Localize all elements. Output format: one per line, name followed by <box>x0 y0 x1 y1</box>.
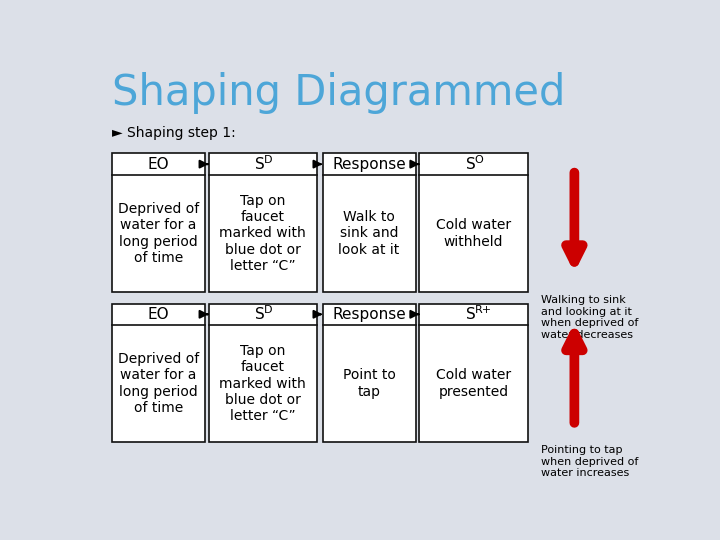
Text: R+: R+ <box>474 306 492 315</box>
Bar <box>209 303 317 442</box>
Bar <box>323 303 415 442</box>
Text: Walking to sink
and looking at it
when deprived of
water decreases: Walking to sink and looking at it when d… <box>541 295 639 340</box>
Text: S: S <box>466 157 475 172</box>
Text: Point to
tap: Point to tap <box>343 368 395 399</box>
Text: S: S <box>255 307 265 322</box>
Text: D: D <box>264 306 272 315</box>
Text: S: S <box>255 157 265 172</box>
Text: EO: EO <box>148 157 169 172</box>
Text: O: O <box>474 156 484 165</box>
Text: Deprived of
water for a
long period
of time: Deprived of water for a long period of t… <box>117 352 199 415</box>
Text: Tap on
faucet
marked with
blue dot or
letter “C”: Tap on faucet marked with blue dot or le… <box>220 344 306 423</box>
Bar <box>419 153 528 292</box>
Text: ► Shaping step 1:: ► Shaping step 1: <box>112 126 235 140</box>
Text: Cold water
presented: Cold water presented <box>436 368 511 399</box>
Text: Walk to
sink and
look at it: Walk to sink and look at it <box>338 210 400 256</box>
Text: Shaping Diagrammed: Shaping Diagrammed <box>112 72 565 114</box>
Text: S: S <box>466 307 475 322</box>
Text: Response: Response <box>332 307 406 322</box>
Bar <box>112 153 204 292</box>
Text: Response: Response <box>332 157 406 172</box>
Text: EO: EO <box>148 307 169 322</box>
Bar <box>323 153 415 292</box>
Text: Tap on
faucet
marked with
blue dot or
letter “C”: Tap on faucet marked with blue dot or le… <box>220 194 306 273</box>
Bar <box>419 303 528 442</box>
Text: Deprived of
water for a
long period
of time: Deprived of water for a long period of t… <box>117 202 199 265</box>
Text: D: D <box>264 156 272 165</box>
Text: Cold water
withheld: Cold water withheld <box>436 218 511 248</box>
Bar <box>112 303 204 442</box>
Text: Pointing to tap
when deprived of
water increases: Pointing to tap when deprived of water i… <box>541 445 639 478</box>
Bar <box>209 153 317 292</box>
